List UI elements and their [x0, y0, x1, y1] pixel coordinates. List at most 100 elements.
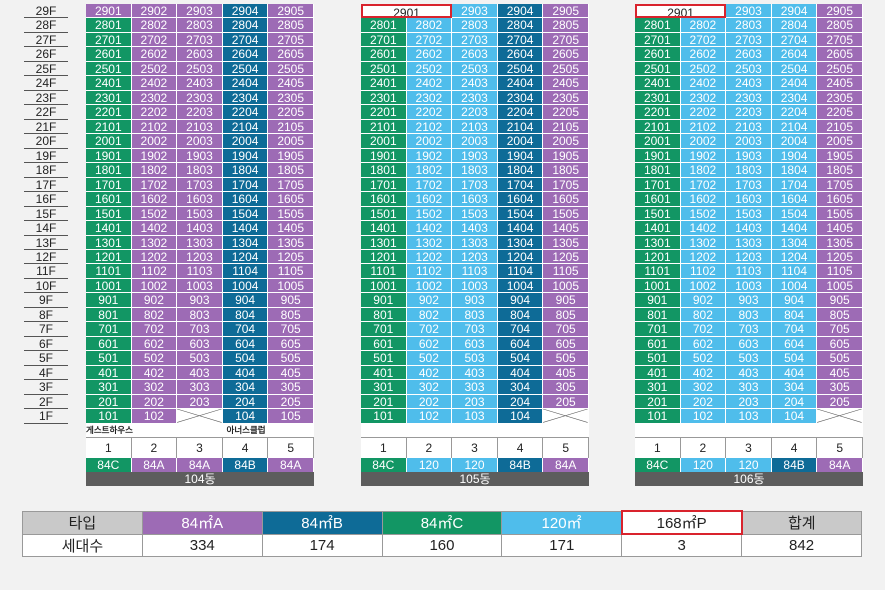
unit-cell: 1202 — [131, 249, 178, 265]
unit-cell: 603 — [177, 336, 223, 352]
unit-cell: 1101 — [635, 264, 681, 279]
unit-cell: 1003 — [177, 278, 223, 294]
unit-cell: 2203 — [452, 105, 498, 120]
unit-cell: 1505 — [268, 206, 314, 222]
unit-cell: 501 — [86, 351, 132, 366]
unit-notes: 게스트하우스 아너스클럽 — [86, 423, 314, 437]
unit-cell: 2201 — [86, 105, 132, 120]
unit-cell: 203 — [452, 394, 498, 410]
unit-cell: 1303 — [726, 235, 772, 250]
unit-cell: 2102 — [680, 119, 727, 135]
unit-cell: 1002 — [406, 278, 453, 294]
unit-cell: 1204 — [497, 249, 544, 265]
unit-cell: 2701 — [361, 32, 407, 48]
line-number: 2 — [681, 437, 727, 458]
unit-cell: 104 — [222, 409, 269, 424]
line-number: 3 — [177, 437, 223, 458]
unit-cell: 2002 — [406, 134, 453, 149]
unit-cell: 2504 — [222, 61, 269, 77]
line-type: 84A — [131, 457, 178, 472]
unit-cell: 2303 — [177, 90, 223, 106]
unit-cell: 2901 — [635, 4, 727, 19]
unit-cell: 701 — [86, 322, 132, 337]
unit-cell: 403 — [452, 365, 498, 381]
unit-cell: 1605 — [543, 192, 589, 207]
unit-cell: 1402 — [406, 221, 453, 236]
unit-cell: 505 — [543, 351, 589, 366]
unit-cell: 2204 — [497, 105, 544, 120]
unit-cell: 1501 — [361, 206, 407, 222]
unit-cell: 905 — [543, 293, 589, 308]
floor-label: 4F — [24, 366, 68, 381]
unit-cell: 2705 — [543, 32, 589, 48]
unit-cell: 1105 — [268, 264, 314, 279]
unit-cell: 2202 — [406, 105, 453, 120]
unit-cell: 2102 — [131, 119, 178, 135]
unit-cell: 2002 — [131, 134, 178, 149]
unit-cell: 1503 — [177, 206, 223, 222]
unit-cell: 1804 — [497, 163, 544, 178]
unit-cell: 1702 — [131, 177, 178, 193]
unit-cell: 505 — [268, 351, 314, 366]
unit-cell: 805 — [268, 307, 314, 323]
unit-cell: 2005 — [817, 134, 863, 149]
unit-cell: 1704 — [771, 177, 818, 193]
floor-label: 8F — [24, 308, 68, 323]
unit-cell: 301 — [361, 380, 407, 395]
floor-label: 5F — [24, 351, 68, 366]
unit-cell: 1901 — [361, 148, 407, 164]
unit-cell: 1201 — [86, 249, 132, 265]
unit-cell: 605 — [817, 336, 863, 352]
unit-cell: 2701 — [86, 32, 132, 48]
unit-cell: 2601 — [86, 47, 132, 62]
unit-cell: 1204 — [771, 249, 818, 265]
unit-cell: 603 — [452, 336, 498, 352]
unit-cell: 1003 — [726, 278, 772, 294]
unit-cell: 1902 — [406, 148, 453, 164]
unit-cell: 2401 — [635, 76, 681, 91]
unit-cell: 804 — [497, 307, 544, 323]
unit-cell: 2304 — [497, 90, 544, 106]
unit-cell: 2903 — [177, 4, 223, 19]
unit-cell: 502 — [680, 351, 727, 366]
unit-cell: 2304 — [222, 90, 269, 106]
cross-icon — [177, 409, 222, 423]
unit-cell: 1805 — [817, 163, 863, 178]
unit-cell: 101 — [361, 409, 407, 424]
unit-cell: 2503 — [177, 61, 223, 77]
unit-cell: 2504 — [497, 61, 544, 77]
floor-label: 1F — [24, 409, 68, 424]
unit-cell: 904 — [497, 293, 544, 308]
unit-cell: 2103 — [452, 119, 498, 135]
unit-cell: 701 — [361, 322, 407, 337]
building-name: 104동 — [86, 471, 314, 486]
unit-note — [498, 424, 544, 437]
unit-cell: 1801 — [86, 163, 132, 178]
unit-cell: 303 — [726, 380, 772, 395]
floor-label: 17F — [24, 178, 68, 193]
unit-cell: 404 — [771, 365, 818, 381]
floor-label: 21F — [24, 120, 68, 135]
cross-icon — [543, 409, 588, 423]
unit-cell: 1802 — [680, 163, 727, 178]
unit-cell: 2105 — [543, 119, 589, 135]
unit-cell: 1202 — [680, 249, 727, 265]
line-number: 4 — [498, 437, 544, 458]
unit-cell: 2504 — [771, 61, 818, 77]
unit-cell: 2302 — [131, 90, 178, 106]
unit-cell: 2202 — [680, 105, 727, 120]
unit-cell: 1004 — [222, 278, 269, 294]
unit-cell: 702 — [680, 322, 727, 337]
unit-cell: 1904 — [771, 148, 818, 164]
unit-cell: 2601 — [361, 47, 407, 62]
unit-cell: 1304 — [497, 235, 544, 250]
unit-cell: 2403 — [177, 76, 223, 91]
unit-cell: 102 — [406, 409, 453, 424]
line-type: 84A — [268, 457, 314, 472]
line-type: 84C — [361, 457, 407, 472]
line-number: 1 — [86, 437, 132, 458]
summary-head-cell: 84㎡B — [261, 510, 383, 535]
unit-cell: 1302 — [406, 235, 453, 250]
building-name: 105동 — [361, 471, 589, 486]
